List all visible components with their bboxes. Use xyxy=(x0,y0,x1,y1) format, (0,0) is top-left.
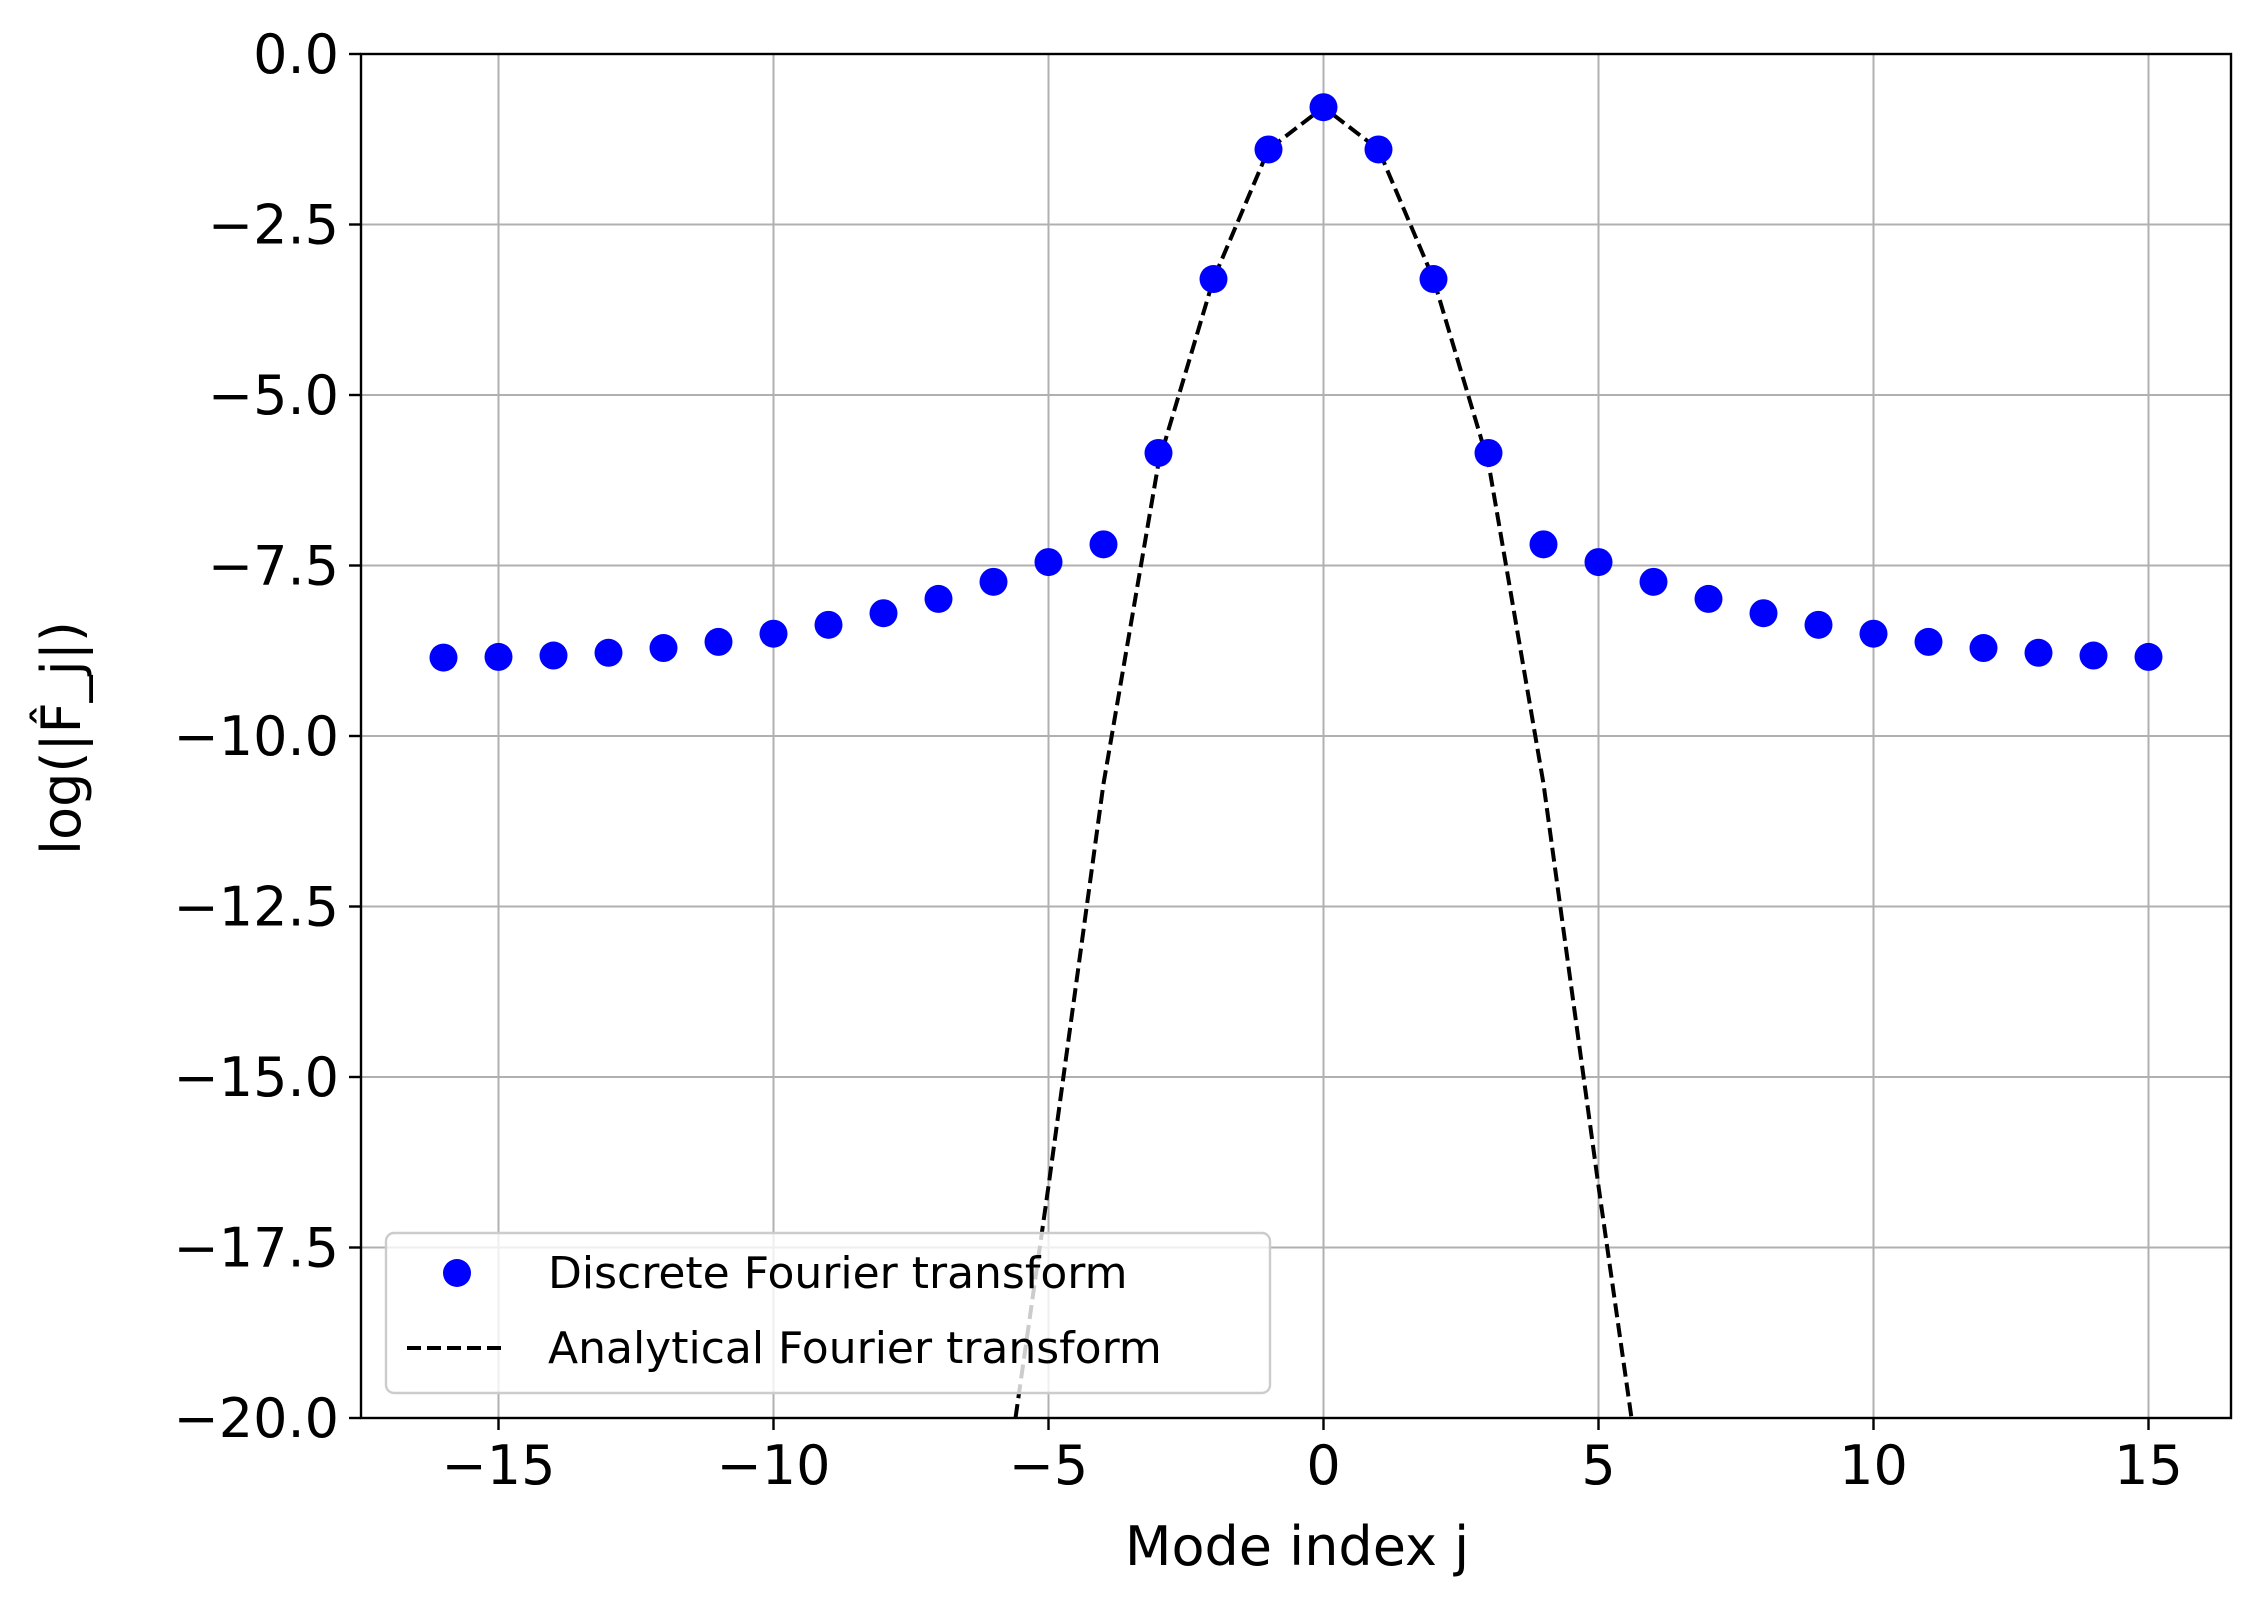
discrete-series xyxy=(429,93,2163,672)
data-point xyxy=(1914,627,1943,656)
data-point xyxy=(539,641,568,670)
data-point xyxy=(1694,584,1723,613)
data-point xyxy=(1749,599,1778,628)
y-tick-label: 0.0 xyxy=(253,23,339,86)
data-point xyxy=(1034,548,1063,577)
x-axis-label: Mode index j xyxy=(1125,1515,1469,1578)
data-point xyxy=(1309,93,1338,122)
data-point xyxy=(1859,619,1888,648)
data-point xyxy=(1584,548,1613,577)
y-tick-label: −7.5 xyxy=(208,535,339,598)
x-tick-label: −5 xyxy=(1009,1434,1089,1497)
y-tick-label: −10.0 xyxy=(174,705,339,768)
data-point xyxy=(759,619,788,648)
data-point xyxy=(1474,438,1503,467)
data-point xyxy=(1364,135,1393,164)
data-point xyxy=(924,584,953,613)
data-point xyxy=(2134,642,2163,671)
y-tick-label: −20.0 xyxy=(174,1387,339,1450)
data-point xyxy=(649,634,678,663)
grid-lines xyxy=(361,53,2231,1419)
data-point xyxy=(814,610,843,639)
legend-label-discrete: Discrete Fourier transform xyxy=(548,1248,1127,1299)
legend-box xyxy=(384,1231,1272,1395)
x-axis-ticks: −15 −10 −5 0 5 10 15 xyxy=(442,1418,2183,1497)
data-point xyxy=(979,567,1008,596)
x-tick-label: 10 xyxy=(1839,1434,1908,1497)
x-tick-label: 15 xyxy=(2114,1434,2183,1497)
data-point xyxy=(1199,265,1228,294)
data-point xyxy=(869,599,898,628)
data-point xyxy=(2024,638,2053,667)
data-point xyxy=(429,643,458,672)
y-tick-label: −17.5 xyxy=(174,1217,339,1280)
data-point xyxy=(594,638,623,667)
y-tick-label: −12.5 xyxy=(174,876,339,939)
x-tick-label: 0 xyxy=(1306,1434,1340,1497)
data-point xyxy=(1254,135,1283,164)
data-point xyxy=(1969,634,1998,663)
data-point xyxy=(1144,438,1173,467)
x-tick-label: −15 xyxy=(442,1434,556,1497)
x-tick-label: 5 xyxy=(1581,1434,1615,1497)
data-point xyxy=(1804,610,1833,639)
y-axis-label: log(|F̂_j|) xyxy=(30,621,93,855)
y-tick-label: −15.0 xyxy=(174,1046,339,1109)
legend-label-analytical: Analytical Fourier transform xyxy=(548,1323,1162,1374)
data-point xyxy=(1529,530,1558,559)
y-tick-label: −2.5 xyxy=(208,194,339,257)
legend-marker-discrete xyxy=(443,1259,471,1287)
data-point xyxy=(1639,567,1668,596)
y-axis-ticks: 0.0 −2.5 −5.0 −7.5 −10.0 −12.5 −15.0 −17.5 −20.0 xyxy=(174,23,361,1450)
legend: Discrete Fourier transform Analytical Fo… xyxy=(384,1231,1272,1395)
x-tick-label: −10 xyxy=(717,1434,831,1497)
y-tick-label: −5.0 xyxy=(208,364,339,427)
data-point xyxy=(704,627,733,656)
data-point xyxy=(484,642,513,671)
data-point xyxy=(1089,530,1118,559)
data-point xyxy=(1419,265,1448,294)
data-point xyxy=(2079,641,2108,670)
